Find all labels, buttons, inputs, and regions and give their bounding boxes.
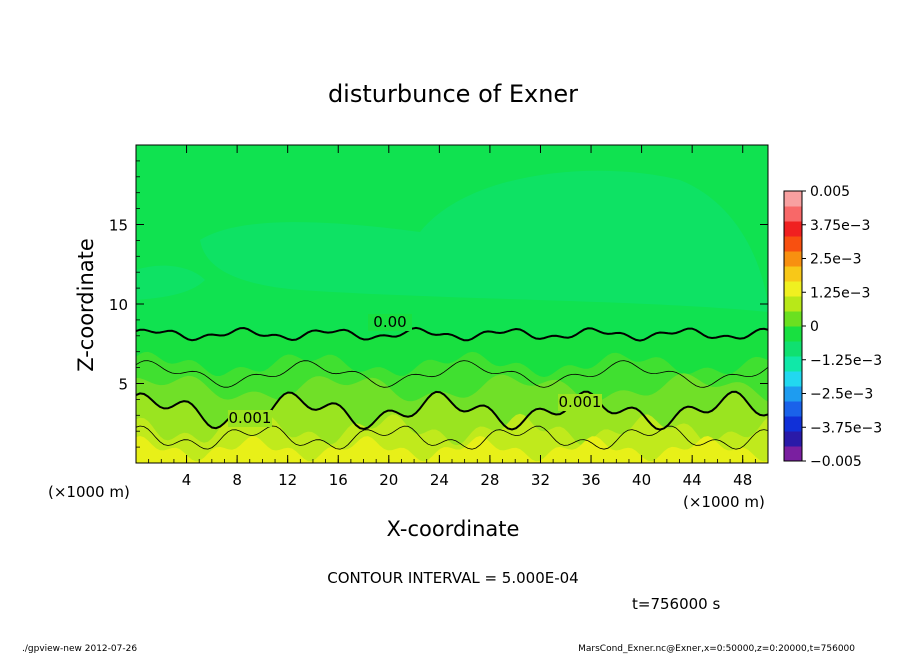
field-upper-patch — [136, 265, 205, 300]
colorbar-tick-label: −3.75e−3 — [810, 420, 882, 436]
x-tick-label: 12 — [278, 471, 297, 489]
colorbar-tick-label: 1.25e−3 — [810, 285, 870, 301]
footer-left: ./gpview-new 2012-07-26 — [22, 644, 137, 654]
footer-right: MarsCond_Exner.nc@Exner,x=0:50000,z=0:20… — [578, 644, 855, 654]
colorbar-tick-label: −0.005 — [810, 454, 862, 470]
x-unit-right: (×1000 m) — [683, 493, 765, 511]
x-tick-label: 36 — [581, 471, 600, 489]
x-tick-label: 20 — [379, 471, 398, 489]
colorbar-swatch — [784, 431, 802, 447]
contour-label-bg — [228, 410, 272, 427]
colorbar-swatch — [784, 326, 802, 342]
colorbar-swatch — [784, 206, 802, 222]
field-band-5 — [136, 436, 768, 463]
colorbar-swatch — [784, 341, 802, 357]
colorbar-swatch — [784, 281, 802, 297]
colorbar-tick-label: 3.75e−3 — [810, 218, 870, 234]
y-tick-label: 10 — [109, 296, 128, 314]
x-tick-label: 40 — [632, 471, 651, 489]
colorbar-tick-label: −1.25e−3 — [810, 353, 882, 369]
colorbar-swatch — [784, 356, 802, 372]
x-tick-label: 24 — [430, 471, 449, 489]
x-tick-label: 48 — [733, 471, 752, 489]
colorbar-tick-label: 0 — [810, 319, 819, 335]
colorbar-tick-label: 2.5e−3 — [810, 252, 862, 268]
colorbar-swatch — [784, 311, 802, 327]
colorbar-tick-label: 0.005 — [810, 184, 850, 200]
colorbar-swatch — [784, 266, 802, 282]
contour-interval-text: CONTOUR INTERVAL = 5.000E-04 — [327, 569, 578, 587]
colorbar-swatch — [784, 371, 802, 387]
y-axis-title: Z-coordinate — [74, 238, 98, 372]
contour-label-bg — [558, 394, 602, 411]
chart-title: disturbunce of Exner — [328, 80, 578, 108]
colorbar: 0.005 3.75e−3 2.5e−3 1.25e−3 0 −1.25e−3 −2.5e−… — [783, 184, 882, 470]
colorbar-swatch — [784, 386, 802, 402]
x-tick-label: 32 — [531, 471, 550, 489]
x-tick-label: 16 — [329, 471, 348, 489]
colorbar-tick-label: −2.5e−3 — [810, 387, 873, 403]
x-tick-label: 28 — [480, 471, 499, 489]
contour-label: 0.001 — [229, 409, 272, 427]
y-tick-label: 5 — [118, 376, 128, 394]
contour-line — [136, 360, 768, 388]
x-axis-title: X-coordinate — [387, 517, 520, 541]
x-tick-label: 44 — [683, 471, 702, 489]
y-tick-label: 15 — [109, 217, 128, 235]
field — [136, 145, 768, 463]
contour-line — [136, 425, 768, 450]
colorbar-swatch — [784, 191, 802, 207]
contour-label-bg — [368, 314, 412, 331]
colorbar-swatch — [784, 446, 802, 462]
contour-label: 0.001 — [559, 393, 602, 411]
x-tick-label: 8 — [232, 471, 242, 489]
colorbar-swatch — [784, 251, 802, 267]
x-unit-left: (×1000 m) — [48, 483, 130, 501]
time-text: t=756000 s — [632, 595, 720, 613]
colorbar-swatch — [784, 416, 802, 432]
contour-label: 0.00 — [373, 313, 406, 331]
colorbar-swatch — [784, 221, 802, 237]
x-tick-label: 4 — [182, 471, 192, 489]
contour-line-zero — [136, 326, 768, 342]
colorbar-swatch — [784, 401, 802, 417]
colorbar-swatch — [784, 296, 802, 312]
colorbar-swatch — [784, 236, 802, 252]
field-upper-patch — [200, 170, 768, 312]
